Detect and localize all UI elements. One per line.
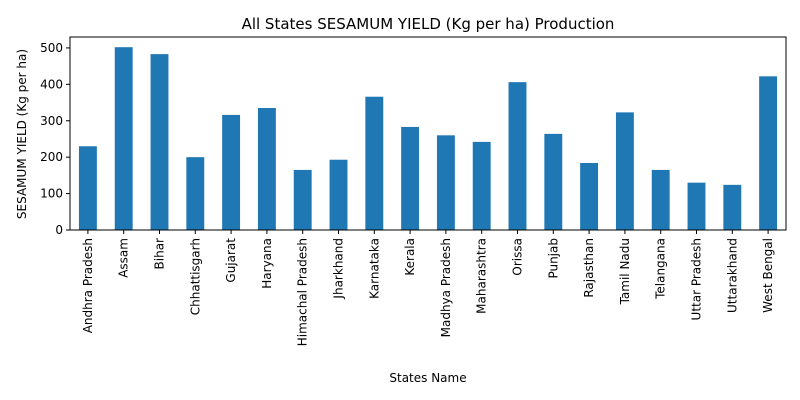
y-tick-label: 100 [40, 187, 63, 201]
bar [615, 112, 634, 230]
x-tick-label: Tamil Nadu [618, 238, 632, 305]
bar [329, 159, 348, 230]
x-tick-label: Chhattisgarh [188, 238, 202, 315]
bar [114, 47, 133, 230]
bar [580, 162, 599, 230]
bar [365, 96, 384, 230]
bar [293, 169, 312, 230]
bar [401, 126, 420, 230]
x-tick-label: Bihar [153, 238, 167, 270]
x-axis: Andhra Pradesh Assam Bihar Chhattisgarh Guja… [81, 230, 775, 346]
bar [222, 114, 241, 230]
bar [78, 146, 97, 230]
y-tick-label: 400 [40, 77, 63, 91]
x-tick-label: Rajasthan [582, 238, 596, 298]
y-tick-label: 200 [40, 150, 63, 164]
bar [472, 141, 491, 230]
y-tick-label: 500 [40, 41, 63, 55]
x-tick-label: Haryana [260, 238, 274, 289]
bar [150, 54, 169, 230]
x-tick-label: Gujarat [224, 238, 238, 283]
plot-frame [69, 36, 787, 231]
y-axis: 0 100 200 300 400 500 [40, 41, 70, 237]
x-tick-label: Madhya Pradesh [439, 238, 453, 337]
bar [436, 135, 455, 230]
bar [186, 157, 205, 230]
x-tick-label: Himachal Pradesh [296, 238, 310, 346]
y-tick-label: 300 [40, 114, 63, 128]
x-tick-label: Uttar Pradesh [690, 238, 704, 320]
x-tick-label: Andhra Pradesh [81, 238, 95, 333]
bar [508, 82, 527, 230]
x-tick-label: Jharkhand [332, 238, 346, 300]
bar [723, 184, 742, 230]
bar [651, 169, 670, 230]
x-tick-label: Telangana [654, 238, 668, 300]
x-tick-label: Maharashtra [475, 238, 489, 314]
x-axis-label: States Name [389, 371, 466, 385]
bar [687, 182, 706, 230]
bars [78, 47, 778, 230]
bar [257, 108, 276, 230]
y-axis-label: SESAMUM YIELD (Kg per ha) [15, 49, 29, 219]
chart-title: All States SESAMUM YIELD (Kg per ha) Pro… [242, 15, 615, 33]
y-tick-label: 0 [55, 223, 63, 237]
x-tick-label: Kerala [403, 238, 417, 276]
x-tick-label: Orissa [511, 238, 525, 276]
x-tick-label: Uttarakhand [725, 238, 739, 313]
x-tick-label: Karnataka [367, 238, 381, 299]
bar [759, 76, 778, 230]
x-tick-label: Assam [117, 238, 131, 278]
x-tick-label: West Bengal [761, 238, 775, 313]
bar [544, 133, 563, 230]
x-tick-label: Punjab [546, 238, 560, 279]
